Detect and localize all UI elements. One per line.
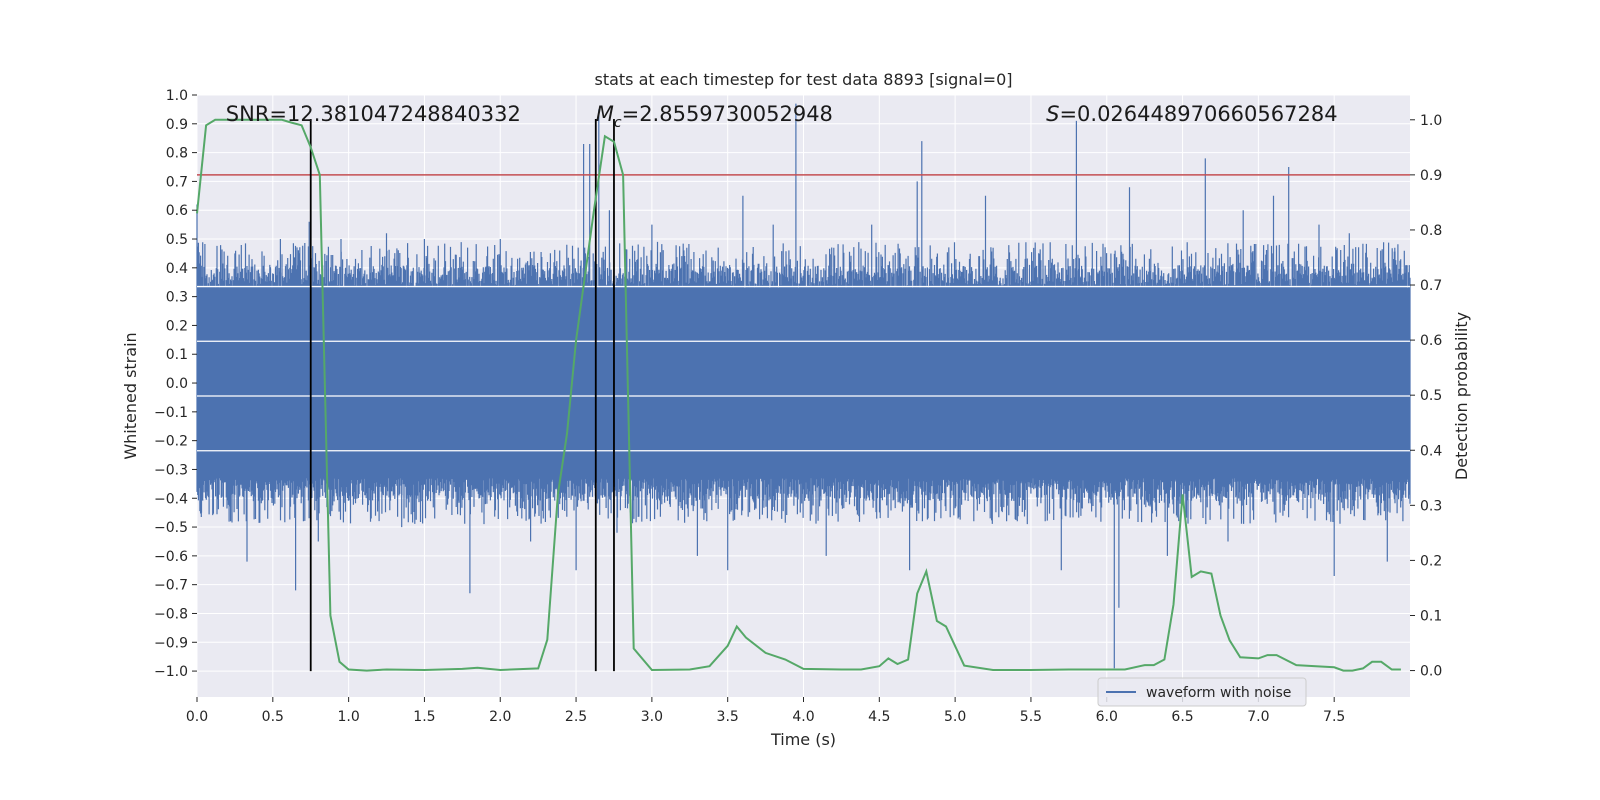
- right-y-axis-label: Detection probability: [1452, 312, 1471, 480]
- y-tick-label: −0.8: [154, 606, 188, 622]
- legend-box: [1097, 677, 1307, 707]
- right-y-tick-label: 0.8: [1420, 223, 1442, 239]
- right-y-tick-label: 0.4: [1420, 443, 1442, 459]
- x-tick-label: 7.0: [1247, 709, 1269, 725]
- x-axis-label: Time (s): [770, 730, 836, 749]
- mc-value: =2.8559730052948: [622, 102, 833, 126]
- x-tick-label: 0.5: [262, 709, 284, 725]
- x-tick-label: 3.0: [641, 709, 663, 725]
- y-tick-label: 0.0: [166, 376, 188, 392]
- s-symbol: S: [1046, 102, 1059, 126]
- x-tick-label: 6.0: [1096, 709, 1118, 725]
- y-tick-label: 0.3: [166, 290, 188, 306]
- y-tick-label: 0.1: [166, 347, 188, 363]
- y-tick-label: 0.6: [166, 203, 188, 219]
- x-tick-label: 0.0: [186, 709, 208, 725]
- y-tick-label: 0.4: [166, 261, 188, 277]
- x-tick-label: 7.5: [1323, 709, 1345, 725]
- right-y-tick-label: 0.7: [1420, 278, 1442, 294]
- right-y-tick-label: 0.0: [1420, 664, 1442, 680]
- right-y-tick-label: 1.0: [1420, 113, 1442, 129]
- right-y-tick-label: 0.2: [1420, 553, 1442, 569]
- right-y-tick-label: 0.9: [1420, 168, 1442, 184]
- s-value: =0.026448970660567284: [1059, 102, 1337, 126]
- right-y-tick-label: 0.6: [1420, 333, 1442, 349]
- y-tick-label: −0.3: [154, 462, 188, 478]
- y-axis-label: Whitened strain: [121, 332, 140, 459]
- y-tick-label: 0.9: [166, 117, 188, 133]
- y-tick-label: −1.0: [154, 664, 188, 680]
- y-tick-label: 1.0: [166, 88, 188, 104]
- right-y-tick-label: 0.1: [1420, 608, 1442, 624]
- y-tick-label: −0.4: [154, 491, 188, 507]
- x-tick-label: 4.0: [792, 709, 814, 725]
- waveform-band-lines: [197, 285, 1410, 452]
- chart-title: stats at each timestep for test data 889…: [594, 70, 1012, 89]
- y-tick-label: 0.5: [166, 232, 188, 248]
- x-tick-label: 1.0: [337, 709, 359, 725]
- right-y-tick-label: 0.5: [1420, 388, 1442, 404]
- y-tick-label: 0.8: [166, 146, 188, 162]
- chirp-mass-annotation: Mc=2.8559730052948: [596, 102, 833, 131]
- x-tick-label: 2.0: [489, 709, 511, 725]
- vertical-markers: [309, 119, 615, 672]
- right-y-tick-label: 0.3: [1420, 498, 1442, 514]
- x-tick-label: 1.5: [413, 709, 435, 725]
- x-tick-label: 2.5: [565, 709, 587, 725]
- right-y-axis-ticks: 1.0 0.9 0.8 0.7 0.6 0.5 0.4 0.3 0.2 0.1 0.0: [1410, 113, 1442, 680]
- mc-subscript: c: [614, 115, 622, 131]
- y-axis-ticks: 1.0 0.9 0.8 0.7 0.6 0.5 0.4 0.3 0.2 0.1 0.0 −0.1 −0.…: [154, 88, 197, 680]
- detection-probability-line: [196, 118, 1401, 672]
- x-tick-label: 5.5: [1020, 709, 1042, 725]
- legend-entry-waveform: waveform with noise: [1146, 685, 1291, 701]
- y-tick-label: −0.7: [154, 578, 188, 594]
- waveform-with-noise-series: [196, 103, 1411, 669]
- x-axis-ticks: 0.0 0.5 1.0 1.5 2.0 2.5 3.0 3.5 4.0 4.5 5.0 5.5 6.0 6…: [186, 697, 1345, 725]
- y-tick-label: −0.5: [154, 520, 188, 536]
- y-tick-label: −0.9: [154, 635, 188, 651]
- s-annotation: S=0.026448970660567284: [1046, 102, 1337, 126]
- y-tick-label: −0.6: [154, 549, 188, 565]
- x-tick-label: 5.0: [944, 709, 966, 725]
- x-tick-label: 4.5: [868, 709, 890, 725]
- x-tick-label: 3.5: [717, 709, 739, 725]
- y-tick-label: −0.1: [154, 405, 188, 421]
- mc-symbol: M: [596, 102, 614, 126]
- y-tick-label: 0.7: [166, 174, 188, 190]
- x-tick-label: 6.5: [1171, 709, 1193, 725]
- legend: waveform with noise: [1097, 677, 1307, 707]
- y-tick-label: −0.2: [154, 434, 188, 450]
- snr-annotation: SNR=12.381047248840332: [226, 102, 521, 126]
- y-tick-label: 0.2: [166, 318, 188, 334]
